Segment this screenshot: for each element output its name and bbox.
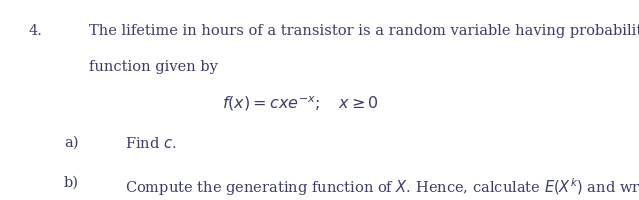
Text: 4.: 4. bbox=[29, 24, 43, 38]
Text: a): a) bbox=[64, 136, 79, 150]
Text: The lifetime in hours of a transistor is a random variable having probability: The lifetime in hours of a transistor is… bbox=[89, 24, 639, 38]
Text: b): b) bbox=[64, 176, 79, 190]
Text: function given by: function given by bbox=[89, 60, 219, 74]
Text: Find $c$.: Find $c$. bbox=[125, 136, 176, 151]
Text: Compute the generating function of $X$. Hence, calculate $E(X^k)$ and write: Compute the generating function of $X$. … bbox=[125, 176, 639, 198]
Text: $f(x) = cxe^{-x};\quad x \geq 0$: $f(x) = cxe^{-x};\quad x \geq 0$ bbox=[222, 94, 379, 113]
